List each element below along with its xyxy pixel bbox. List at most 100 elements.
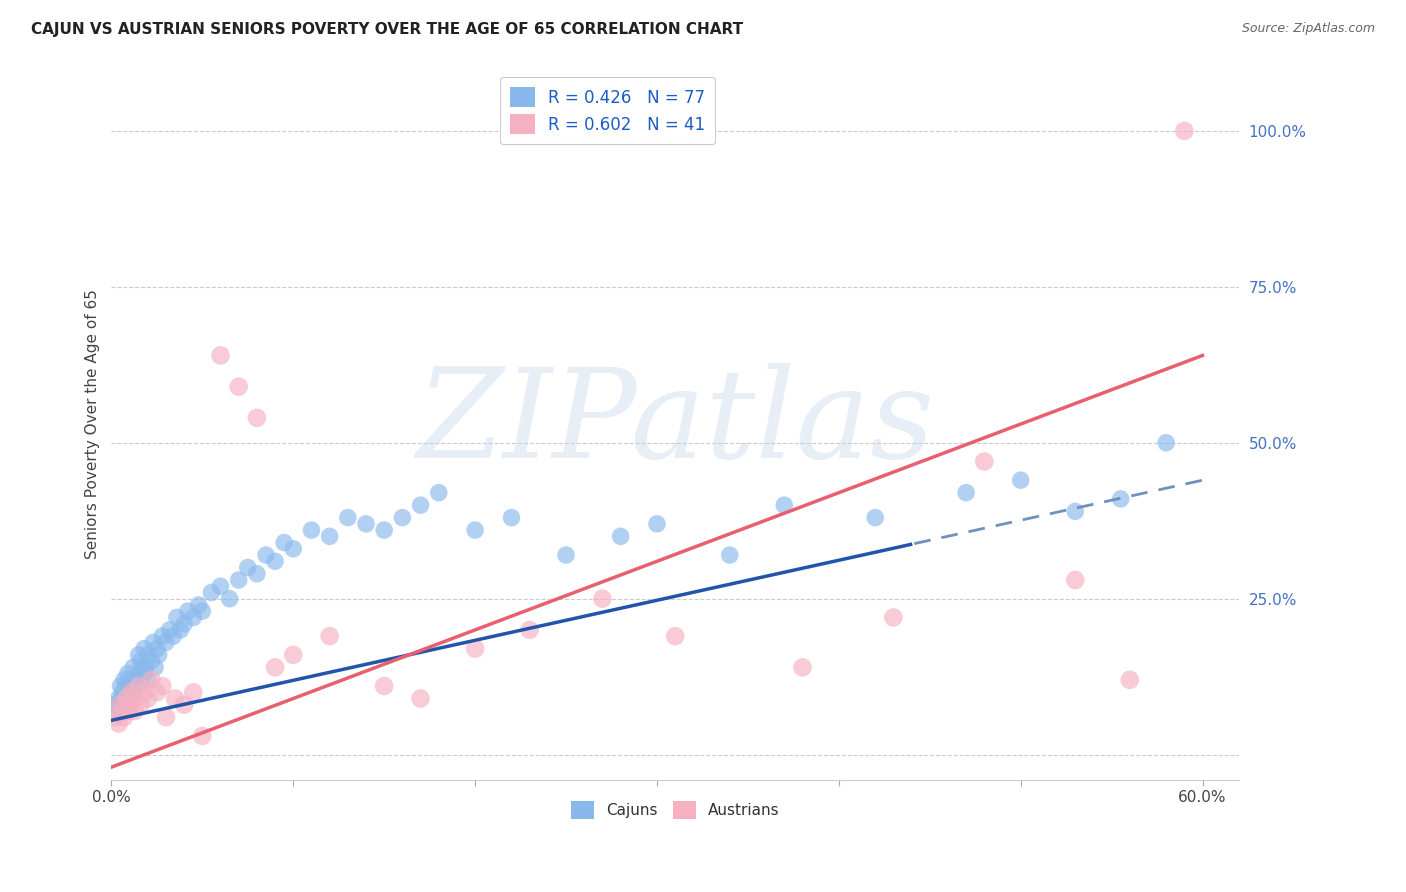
Point [1010,473,1032,487]
Point [254,548,277,562]
Point [645,516,668,531]
Point [264,660,287,674]
Point [273,535,295,549]
Point [464,641,486,656]
Point [283,541,305,556]
Point [519,623,541,637]
Point [336,510,359,524]
Point [141,673,163,687]
Point [136,691,159,706]
Point [129,698,152,712]
Point [112,710,135,724]
Point [301,523,323,537]
Point [1154,435,1177,450]
Point [136,673,159,687]
Y-axis label: Seniors Poverty Over the Age of 65: Seniors Poverty Over the Age of 65 [86,289,100,559]
Point [125,679,148,693]
Point [129,654,152,668]
Point [187,598,209,612]
Point [118,691,141,706]
Point [882,610,904,624]
Point [773,498,796,512]
Point [391,510,413,524]
Point [148,648,170,662]
Point [110,698,132,712]
Point [107,716,129,731]
Point [427,485,450,500]
Point [155,635,177,649]
Point [173,616,195,631]
Point [115,691,138,706]
Text: CAJUN VS AUSTRIAN SENIORS POVERTY OVER THE AGE OF 65 CORRELATION CHART: CAJUN VS AUSTRIAN SENIORS POVERTY OVER T… [31,22,742,37]
Legend: Cajuns, Austrians: Cajuns, Austrians [565,795,786,825]
Point [118,673,141,687]
Point [246,410,269,425]
Point [107,691,129,706]
Point [150,629,173,643]
Point [136,648,159,662]
Point [146,685,169,699]
Point [165,691,187,706]
Point [1064,504,1087,518]
Point [110,698,132,712]
Point [155,710,177,724]
Point [117,704,139,718]
Point [112,698,135,712]
Point [104,698,127,712]
Point [1064,573,1087,587]
Point [1173,124,1195,138]
Point [181,685,204,699]
Point [228,379,250,393]
Point [131,660,153,674]
Point [111,704,134,718]
Point [115,679,138,693]
Point [104,710,127,724]
Point [792,660,814,674]
Point [718,548,741,562]
Point [236,560,259,574]
Point [664,629,686,643]
Point [191,729,214,743]
Point [146,641,169,656]
Point [373,679,395,693]
Point [264,554,287,568]
Point [122,685,145,699]
Point [128,666,150,681]
Point [209,348,232,362]
Point [118,698,141,712]
Point [120,685,142,699]
Point [218,591,240,606]
Point [110,679,132,693]
Point [159,623,181,637]
Point [142,635,165,649]
Text: Source: ZipAtlas.com: Source: ZipAtlas.com [1241,22,1375,36]
Point [122,660,145,674]
Point [173,698,195,712]
Point [128,648,150,662]
Point [134,666,156,681]
Point [200,585,222,599]
Point [169,623,191,637]
Point [135,660,157,674]
Point [112,673,135,687]
Point [409,498,432,512]
Point [177,604,200,618]
Point [150,679,173,693]
Point [105,704,128,718]
Point [318,629,340,643]
Point [555,548,578,562]
Point [166,610,188,624]
Point [955,485,977,500]
Point [162,629,184,643]
Point [283,648,305,662]
Point [122,691,145,706]
Point [409,691,432,706]
Point [464,523,486,537]
Point [1109,491,1132,506]
Point [124,673,146,687]
Point [591,591,613,606]
Point [111,685,134,699]
Point [117,685,139,699]
Point [246,566,269,581]
Point [181,610,204,624]
